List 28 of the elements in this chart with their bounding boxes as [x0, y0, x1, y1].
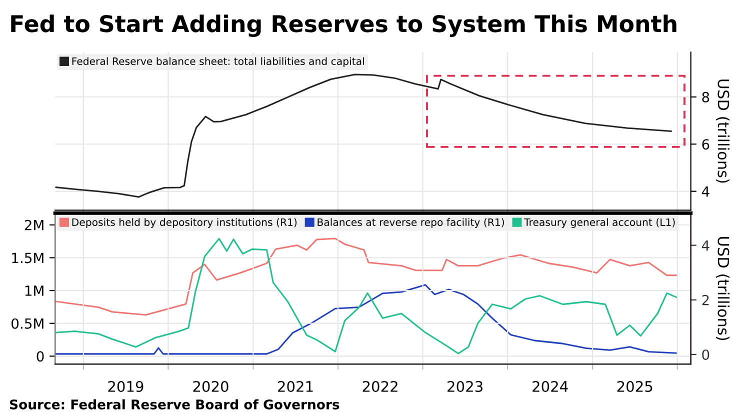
legend-label: Deposits held by depository institutions (R1): [72, 218, 297, 228]
y-tick-label: 0.5M: [12, 318, 44, 329]
line-series: [55, 238, 677, 354]
line-series: [55, 238, 677, 316]
legend-label: Federal Reserve balance sheet: total liabilities and capital: [72, 57, 364, 68]
y-tick-label: 2M: [24, 220, 44, 230]
y-tick-label: 6: [702, 139, 710, 150]
x-tick-label: 2020: [193, 380, 228, 392]
y-tick-label: 1M: [25, 286, 44, 296]
source-note: Source: Federal Reserve Board of Governors: [10, 399, 340, 410]
y2-axis-title: USD (trillions): [716, 237, 730, 340]
x-tick-label: 2022: [362, 380, 398, 392]
y-tick-label: 0: [36, 351, 44, 362]
x-tick-label: 2019: [108, 380, 144, 392]
x-tick-label: 2021: [278, 380, 313, 392]
legend-label: Balances at reverse repo facility (R1): [318, 218, 504, 228]
x-tick-label: 2025: [617, 380, 652, 392]
y-tick-label: 1.5M: [12, 252, 44, 264]
y-axis-title: USD (trillions): [716, 80, 730, 183]
line-series: [55, 284, 677, 355]
line-series: [55, 74, 672, 198]
x-tick-label: 2024: [532, 380, 568, 392]
chart-title: Fed to Start Adding Reserves to System This Month: [11, 14, 676, 37]
y2-tick-label: 2: [702, 294, 709, 306]
y-tick-label: 4: [702, 186, 710, 197]
legend-label: Treasury general account (L1): [524, 218, 675, 228]
y-tick-label: 8: [702, 92, 710, 102]
x-tick-label: 2023: [448, 380, 482, 392]
